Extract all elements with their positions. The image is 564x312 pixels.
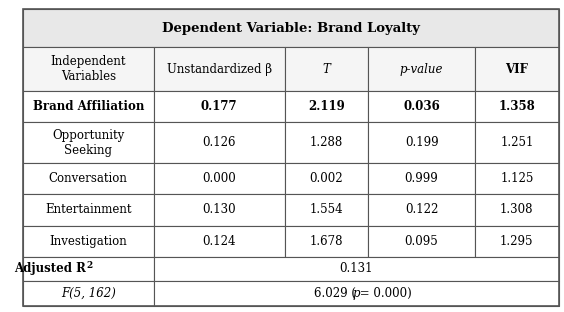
Bar xyxy=(23,9,558,47)
Bar xyxy=(475,91,558,122)
Bar xyxy=(154,257,558,281)
Text: Dependent Variable: Brand Loyalty: Dependent Variable: Brand Loyalty xyxy=(162,22,420,35)
Bar xyxy=(23,91,154,122)
Text: Investigation: Investigation xyxy=(50,235,127,248)
Bar xyxy=(23,257,154,281)
Bar xyxy=(285,194,368,226)
Text: 0.999: 0.999 xyxy=(405,172,438,185)
Bar xyxy=(154,281,558,306)
Bar xyxy=(368,226,475,257)
Bar xyxy=(23,163,154,194)
Text: T: T xyxy=(323,63,331,76)
Bar xyxy=(154,122,285,163)
Text: 1.251: 1.251 xyxy=(500,136,534,149)
Text: 1.358: 1.358 xyxy=(499,100,535,113)
Bar xyxy=(23,226,154,257)
Text: 0.199: 0.199 xyxy=(405,136,438,149)
Text: Opportunity
Seeking: Opportunity Seeking xyxy=(52,129,125,157)
Bar xyxy=(368,47,475,91)
Text: 0.000: 0.000 xyxy=(202,172,236,185)
Bar xyxy=(23,47,154,91)
Text: p-value: p-value xyxy=(400,63,443,76)
Bar xyxy=(154,91,285,122)
Text: 0.177: 0.177 xyxy=(201,100,237,113)
Bar xyxy=(368,163,475,194)
Text: 0.124: 0.124 xyxy=(202,235,236,248)
Text: VIF: VIF xyxy=(505,63,528,76)
Text: 0.002: 0.002 xyxy=(310,172,343,185)
Text: p: p xyxy=(352,287,360,300)
Bar xyxy=(154,47,285,91)
Bar xyxy=(285,122,368,163)
Bar xyxy=(23,122,154,163)
Text: 1.295: 1.295 xyxy=(500,235,534,248)
Text: 0.130: 0.130 xyxy=(202,203,236,217)
Text: 0.131: 0.131 xyxy=(340,262,373,275)
Text: 0.036: 0.036 xyxy=(403,100,440,113)
Text: 0.126: 0.126 xyxy=(202,136,236,149)
Text: Independent
Variables: Independent Variables xyxy=(51,55,126,83)
Text: Adjusted R: Adjusted R xyxy=(14,262,86,275)
Text: Entertainment: Entertainment xyxy=(45,203,131,217)
Bar xyxy=(475,194,558,226)
Bar xyxy=(475,122,558,163)
Bar xyxy=(368,122,475,163)
Text: 2.119: 2.119 xyxy=(308,100,345,113)
Text: = 0.000): = 0.000) xyxy=(356,287,412,300)
Text: 1.554: 1.554 xyxy=(310,203,343,217)
Bar xyxy=(154,226,285,257)
Bar xyxy=(154,194,285,226)
Bar xyxy=(475,47,558,91)
Bar xyxy=(475,226,558,257)
Bar xyxy=(285,91,368,122)
Bar xyxy=(23,194,154,226)
Text: 1.288: 1.288 xyxy=(310,136,343,149)
Bar xyxy=(154,163,285,194)
Text: 1.678: 1.678 xyxy=(310,235,343,248)
Text: Conversation: Conversation xyxy=(49,172,127,185)
Text: 6.029 (: 6.029 ( xyxy=(314,287,356,300)
Bar xyxy=(285,47,368,91)
Bar xyxy=(23,281,154,306)
Text: 0.095: 0.095 xyxy=(405,235,438,248)
Bar xyxy=(285,226,368,257)
Text: 0.122: 0.122 xyxy=(405,203,438,217)
Bar xyxy=(475,163,558,194)
Text: 1.308: 1.308 xyxy=(500,203,534,217)
Text: F(5, 162): F(5, 162) xyxy=(61,287,116,300)
Text: 2: 2 xyxy=(86,261,92,270)
Text: 1.125: 1.125 xyxy=(500,172,534,185)
Bar xyxy=(368,194,475,226)
Bar xyxy=(285,163,368,194)
Text: Unstandardized β: Unstandardized β xyxy=(167,63,272,76)
Text: Brand Affiliation: Brand Affiliation xyxy=(33,100,144,113)
Bar xyxy=(368,91,475,122)
